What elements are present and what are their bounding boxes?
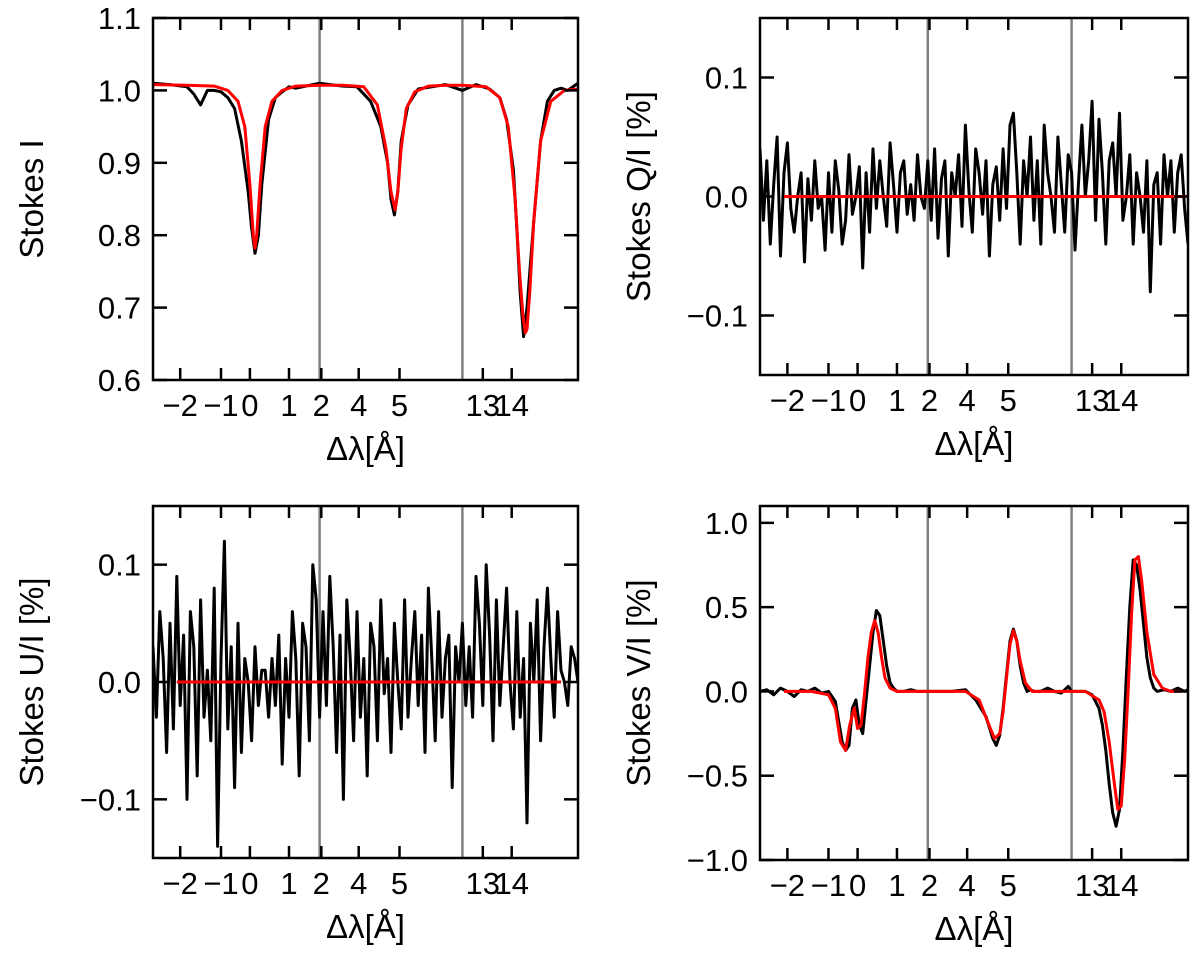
y-tick-label: −1.0: [687, 843, 748, 878]
x-tick-label: −2: [163, 388, 198, 423]
y-tick-label: −0.5: [687, 759, 748, 794]
x-axis-label: Δλ[Å]: [935, 910, 1014, 947]
y-tick-label: 1.0: [705, 506, 748, 541]
x-tick-label: 5: [391, 388, 408, 423]
x-tick-label: 1: [280, 866, 297, 901]
plot-frame: [151, 16, 580, 382]
y-tick-label: −0.1: [80, 782, 141, 817]
x-tick-label: 4: [959, 383, 976, 418]
y-tick-label: 0.1: [705, 61, 748, 96]
x-tick-label: 5: [1000, 868, 1017, 903]
x-axis-label: Δλ[Å]: [326, 908, 405, 945]
x-tick-label: 1: [280, 388, 297, 423]
y-tick-label: 0.0: [705, 180, 748, 215]
x-tick-label: 1: [888, 383, 905, 418]
x-tick-label: 14: [1104, 383, 1138, 418]
y-axis-label: Stokes Q/I [%]: [620, 91, 657, 302]
x-tick-label: 13: [1075, 383, 1109, 418]
x-tick-label: 2: [921, 383, 938, 418]
series-fit-line: [784, 555, 1182, 811]
y-tick-label: −0.1: [687, 299, 748, 334]
x-tick-label: 0: [849, 868, 866, 903]
x-tick-label: 4: [959, 868, 976, 903]
x-tick-label: −1: [811, 383, 846, 418]
x-tick-label: 14: [494, 866, 528, 901]
y-tick-label: 0.9: [98, 146, 141, 181]
y-axis-label: Stokes V/I [%]: [620, 579, 657, 786]
x-tick-label: −2: [770, 383, 805, 418]
y-tick-label: 0.7: [98, 291, 141, 326]
y-tick-label: 0.0: [705, 674, 748, 709]
x-tick-label: 5: [391, 866, 408, 901]
x-tick-label: −1: [811, 868, 846, 903]
x-tick-label: 13: [466, 388, 500, 423]
y-tick-label: 1.1: [98, 1, 141, 36]
series-observed-line: [153, 81, 578, 339]
x-tick-label: 0: [241, 866, 258, 901]
x-tick-label: −2: [163, 866, 198, 901]
x-tick-label: 5: [1000, 383, 1017, 418]
x-tick-label: 2: [313, 388, 330, 423]
x-tick-label: 14: [1104, 868, 1138, 903]
x-tick-label: 0: [849, 383, 866, 418]
x-tick-label: 4: [350, 388, 367, 423]
x-tick-label: 2: [313, 866, 330, 901]
x-tick-label: 4: [350, 866, 367, 901]
y-tick-label: 1.0: [98, 73, 141, 108]
x-axis-label: Δλ[Å]: [326, 430, 405, 467]
x-tick-label: 14: [494, 388, 528, 423]
y-tick-label: 0.0: [98, 665, 141, 700]
x-tick-label: 1: [888, 868, 905, 903]
y-tick-label: 0.1: [98, 548, 141, 583]
plot-frame: [758, 504, 1190, 862]
x-tick-label: 13: [466, 866, 500, 901]
y-tick-label: 0.6: [98, 363, 141, 398]
x-tick-label: 13: [1075, 868, 1109, 903]
x-tick-label: −1: [203, 866, 238, 901]
x-tick-label: 0: [241, 388, 258, 423]
y-axis-label: Stokes I: [13, 139, 50, 258]
y-axis-label: Stokes U/I [%]: [13, 577, 50, 786]
series-observed-line: [153, 539, 578, 848]
x-tick-label: 2: [921, 868, 938, 903]
x-axis-label: Δλ[Å]: [935, 425, 1014, 462]
y-tick-label: 0.8: [98, 218, 141, 253]
y-tick-label: 0.5: [705, 590, 748, 625]
series-observed-line: [760, 99, 1188, 294]
x-tick-label: −1: [203, 388, 238, 423]
series-fit-line: [153, 83, 578, 335]
x-tick-label: −2: [770, 868, 805, 903]
